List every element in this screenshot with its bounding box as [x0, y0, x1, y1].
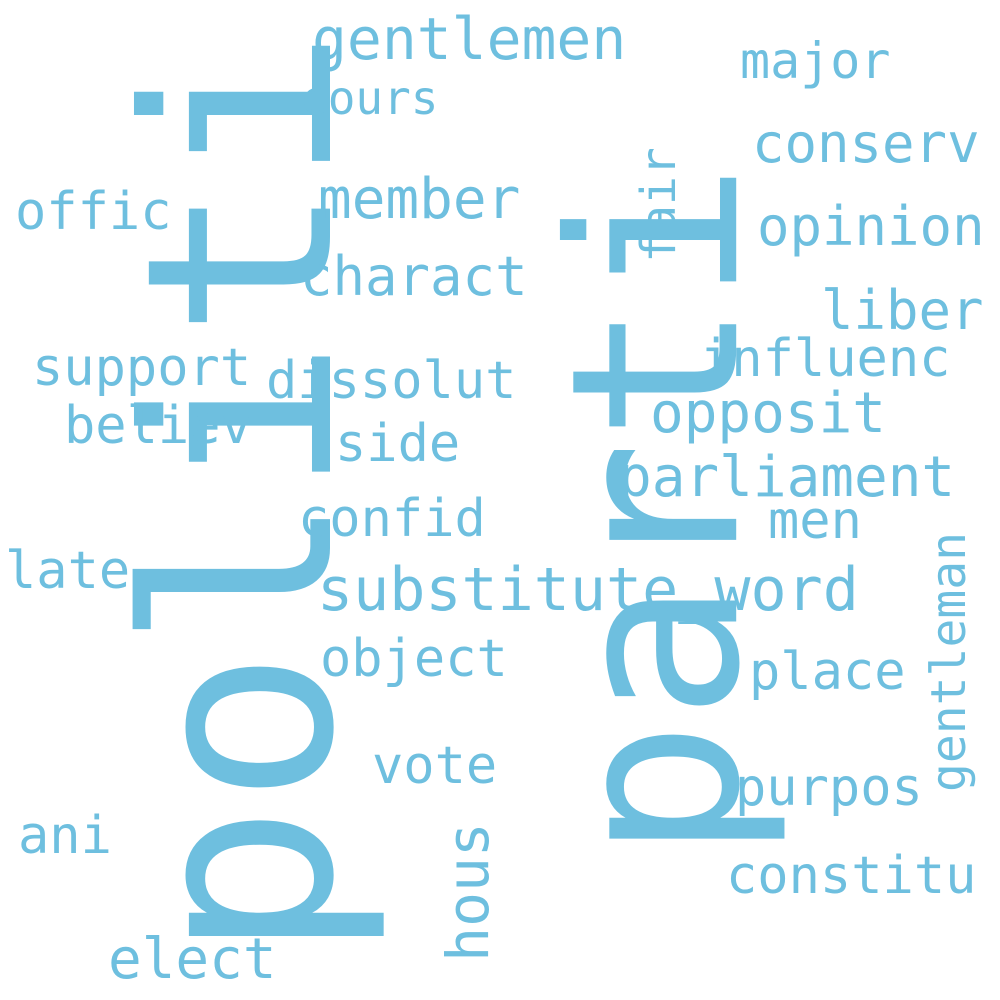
word-major: major [740, 32, 891, 90]
word-elect: elect [108, 927, 277, 992]
word-dissolut: dissolut [266, 351, 517, 411]
word-parti: parti [521, 161, 792, 861]
word-vote: vote [372, 736, 498, 796]
word-ani: ani [18, 806, 112, 866]
word-fair: fair [630, 147, 687, 263]
word-believ: believ [64, 396, 252, 456]
word-place: place [749, 642, 906, 702]
word-parliament: parliament [618, 445, 956, 510]
word-constitu: constitu [726, 846, 977, 906]
word-conserv: conserv [752, 112, 980, 175]
word-hous: hous [433, 822, 502, 962]
word-liber: liber [821, 279, 984, 342]
word-member: member [318, 167, 521, 232]
word-late: late [5, 541, 131, 601]
word-purpos: purpos [735, 758, 923, 818]
word-men: men [768, 491, 862, 551]
word-influenc: influenc [700, 329, 951, 389]
word-charact: charact [300, 245, 528, 308]
word-opposit: opposit [650, 381, 887, 446]
word-side: side [335, 414, 461, 474]
word-substitute-word: substitute_word [317, 555, 859, 625]
word-offic: offic [15, 182, 172, 242]
word-object: object [320, 629, 508, 689]
word-confid: confid [298, 489, 486, 549]
word-gentlemen: gentlemen [312, 5, 627, 73]
word-gentleman: gentleman [921, 531, 978, 793]
word-opinion: opinion [757, 195, 985, 258]
word-cours: cours [300, 71, 439, 125]
word-support: support [32, 338, 252, 398]
